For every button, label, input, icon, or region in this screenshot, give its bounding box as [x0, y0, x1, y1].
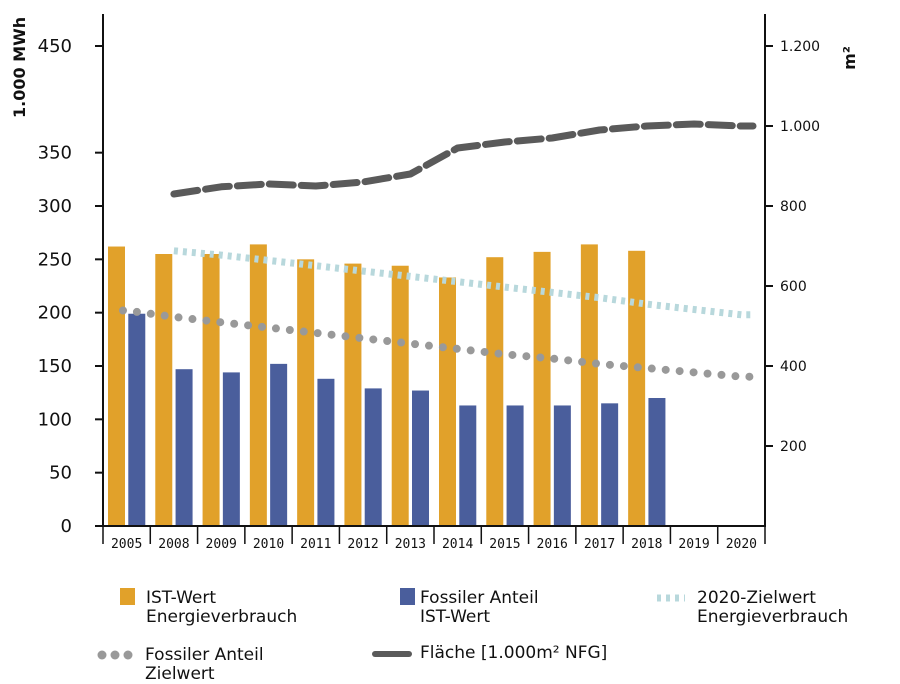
x-tick-label-2014: 2014 [442, 537, 473, 552]
x-tick-label-2016: 2016 [537, 537, 568, 552]
right-tick-label: 600 [780, 279, 807, 295]
bar-ist-wert-2014 [439, 277, 456, 526]
legend-swatch-fossiler-ziel [97, 650, 133, 660]
left-tick-label: 450 [38, 36, 72, 57]
right-tick-label: 200 [780, 439, 807, 455]
bar-ist-wert-2012 [344, 263, 362, 526]
left-axis-title: 1.000 MWh [10, 17, 29, 118]
legend-label-fossiler-ist-line2: IST-Wert [420, 607, 491, 627]
bar-ist-wert-2013 [391, 265, 409, 526]
bar-fossiler-ist-2012 [364, 388, 382, 526]
legend-label-fossiler-ist-line1: Fossiler Anteil [420, 588, 539, 608]
x-tick-label-2010: 2010 [253, 537, 284, 552]
bar-fossiler-ist-2008 [175, 369, 193, 526]
x-tick-label-2017: 2017 [584, 537, 615, 552]
legend-swatch-flaeche [372, 651, 412, 657]
x-tick-label-2011: 2011 [300, 537, 331, 552]
line-dashed-light [173, 247, 753, 319]
line-dashed-dark [170, 120, 757, 198]
right-tick-label: 400 [780, 359, 807, 375]
right-tick-label: 800 [780, 199, 807, 215]
legend-swatch-fossiler-ist [400, 588, 415, 605]
left-tick-label: 0 [61, 516, 72, 537]
bar-fossiler-ist-2005 [128, 313, 146, 526]
bar-fossiler-ist-2013 [412, 390, 429, 526]
bar-fossiler-ist-2018 [648, 398, 666, 526]
bar-ist-wert-2017 [580, 244, 598, 526]
bar-ist-wert-2018 [628, 250, 646, 527]
right-tick-label: 1.200 [780, 39, 820, 55]
left-tick-label: 300 [38, 196, 72, 217]
bar-fossiler-ist-2015 [506, 405, 524, 526]
bar-ist-wert-2011 [297, 259, 315, 526]
right-tick-labels: 200 400 600 800 1.000 1.200 [765, 39, 820, 455]
lines-group [119, 120, 757, 381]
x-tick-labels: 2005 2008 2009 2010 2011 2012 2013 2014 2015 2016… [102, 526, 766, 552]
bar-ist-wert-2015 [486, 257, 504, 526]
bar-ist-wert-2005 [108, 246, 125, 527]
x-tick-label-2018: 2018 [631, 537, 662, 552]
left-tick-label: 350 [38, 143, 72, 164]
left-tick-label: 200 [38, 303, 72, 324]
bar-fossiler-ist-2016 [553, 405, 571, 526]
x-tick-label-2019: 2019 [678, 537, 709, 552]
legend-label-zielwert-energie-line1: 2020-Zielwert [697, 588, 816, 608]
left-tick-label: 50 [49, 463, 72, 484]
left-tick-label: 150 [38, 356, 72, 377]
legend-label-flaeche: Fläche [1.000m² NFG] [420, 643, 608, 663]
bar-fossiler-ist-2011 [317, 378, 335, 526]
bar-fossiler-ist-2017 [601, 403, 619, 526]
legend-swatch-ist-wert [120, 588, 135, 605]
legend-swatch-zielwert-energie [657, 594, 685, 602]
right-axis-title: m² [840, 46, 859, 70]
bar-ist-wert-2008 [155, 254, 173, 526]
legend-label-fossiler-ziel-line1: Fossiler Anteil [145, 645, 264, 665]
x-tick-label-2013: 2013 [395, 537, 426, 552]
x-tick-label-2015: 2015 [489, 537, 520, 552]
bar-ist-wert-2016 [533, 251, 551, 526]
x-tick-label-2008: 2008 [158, 537, 189, 552]
legend-label-ist-wert-line2: Energieverbrauch [146, 607, 298, 627]
x-tick-label-2012: 2012 [347, 537, 378, 552]
left-tick-label: 100 [38, 409, 72, 430]
x-tick-label-2005: 2005 [111, 537, 142, 552]
x-tick-label-2009: 2009 [206, 537, 237, 552]
legend-label-ist-wert-line1: IST-Wert [146, 588, 217, 608]
x-tick-label-2020: 2020 [726, 537, 757, 552]
left-tick-label: 250 [38, 249, 72, 270]
bar-fossiler-ist-2009 [222, 372, 240, 526]
right-tick-label: 1.000 [780, 119, 820, 135]
bar-fossiler-ist-2010 [270, 363, 288, 526]
legend-label-zielwert-energie-line2: Energieverbrauch [697, 607, 849, 627]
left-tick-labels: 0 50 100 150 200 250 300 350 450 [38, 36, 103, 537]
bar-fossiler-ist-2014 [459, 405, 477, 526]
bar-ist-wert-2010 [249, 244, 267, 526]
bars-group [108, 244, 666, 527]
